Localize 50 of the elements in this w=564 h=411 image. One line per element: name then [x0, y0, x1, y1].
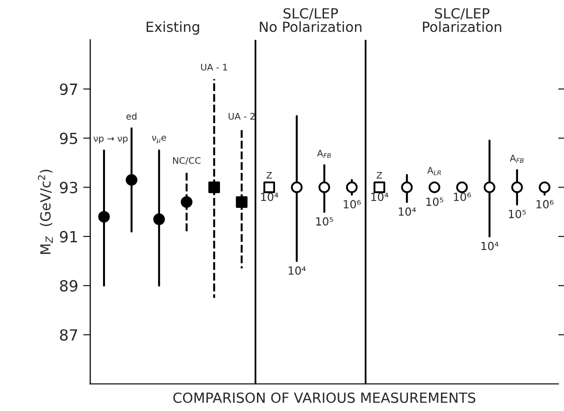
x-tick-label: UA - 2 [228, 112, 255, 120]
point [538, 181, 550, 194]
point [98, 210, 110, 223]
text: SLC/LEP Polarization [422, 8, 502, 32]
text: 10⁴ [481, 242, 498, 250]
text: Existing [146, 21, 200, 35]
text: 10⁴ [288, 266, 306, 275]
point [263, 181, 276, 194]
x-tick-label: νp → νp [94, 136, 128, 144]
point [290, 181, 303, 194]
x-tick-label: UA - 1 [201, 64, 228, 71]
x-tick-label: ed [126, 112, 136, 120]
text: 10⁵ [508, 210, 526, 218]
x-tick-label: ν$_{μ}$e [152, 136, 166, 144]
y-axis-title: M$_{Z}$ (GeV/c$^{2}$) [38, 170, 53, 254]
x-tick-label: A$_{FB}$ [510, 154, 524, 163]
series-label: 10⁴ [261, 192, 278, 202]
point [126, 174, 138, 186]
series-label: 10⁴ [398, 207, 416, 216]
point [374, 181, 386, 194]
point [428, 181, 440, 194]
x-tick-label: A$_{FB}$ [317, 150, 331, 158]
point [208, 181, 220, 194]
text: 10⁴ [371, 192, 388, 202]
y-tick-label: 95 [60, 132, 78, 144]
y-tick-label: 87 [60, 329, 78, 341]
x-tick-label: Z [266, 172, 272, 179]
y-tick-label: 89 [60, 280, 78, 292]
text: 10⁵ [316, 217, 334, 226]
point [153, 213, 165, 226]
point [511, 181, 523, 194]
y-tick-label: 93 [60, 182, 78, 194]
point [346, 181, 358, 194]
point [236, 196, 248, 208]
point [318, 181, 330, 194]
point [180, 196, 192, 208]
text: SLC/LEP No Polarization [260, 8, 362, 32]
x-tick-label: NC/CC [173, 157, 200, 165]
x-tick-label: A$_{LR}$ [427, 167, 441, 176]
text: 10⁶ [344, 200, 361, 208]
y-tick-label: 97 [60, 83, 78, 96]
series-label: 10⁶ [454, 192, 471, 202]
point [456, 181, 468, 194]
point [484, 181, 496, 194]
y-tick-label: 91 [60, 230, 78, 242]
x-tick-label: Z [376, 172, 382, 179]
point [401, 181, 413, 194]
text: 10⁶ [536, 200, 554, 208]
x-axis-title: COMPARISON OF VARIOUS MEASUREMENTS [173, 392, 476, 403]
series-label: 10⁵ [426, 198, 444, 206]
